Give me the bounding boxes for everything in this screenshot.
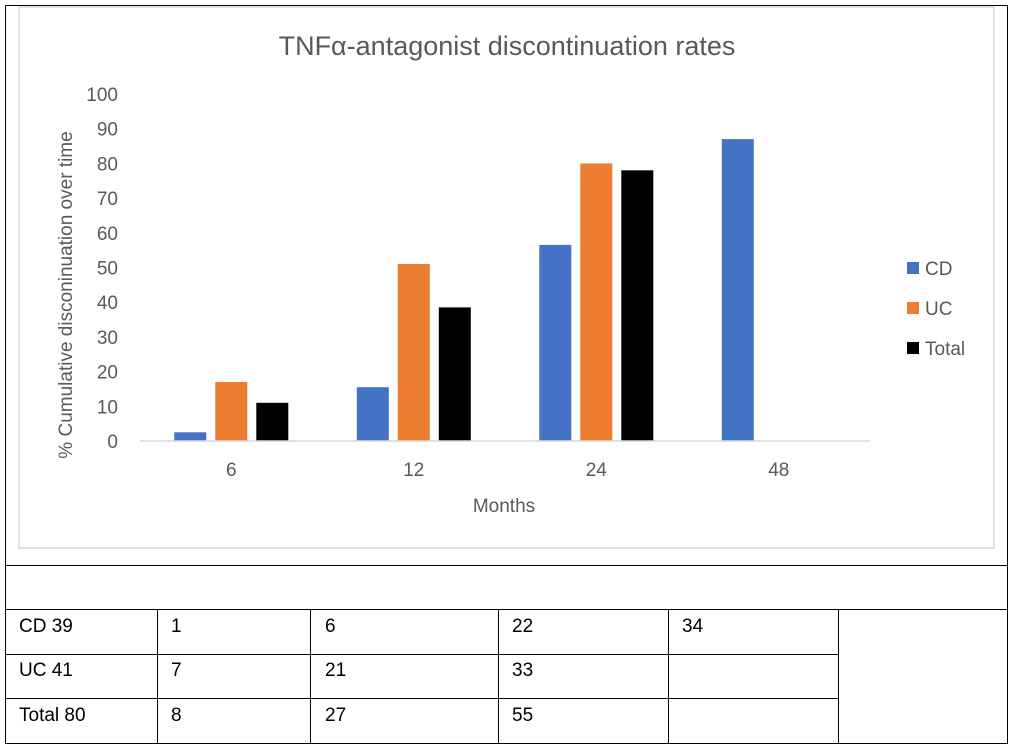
y-tick-label: 30 xyxy=(97,328,118,349)
bars xyxy=(174,139,754,442)
table-cell: 8 xyxy=(171,705,182,726)
table-cell: CD 39 xyxy=(19,616,73,637)
bar-uc-12 xyxy=(397,264,430,441)
table-column-border xyxy=(838,609,839,744)
bar-cd-6 xyxy=(174,432,207,441)
x-tick-labels: 6 12 24 48 xyxy=(226,460,789,481)
x-tick-label: 48 xyxy=(768,460,789,481)
bar-uc-24 xyxy=(580,163,613,441)
chart-title: TNFα-antagonist discontinuation rates xyxy=(279,31,736,61)
table-cell: 55 xyxy=(512,705,534,726)
chart: TNFα-antagonist discontinuation rates % … xyxy=(18,6,995,549)
x-axis-label: Months xyxy=(473,496,535,517)
bar-total-24 xyxy=(621,170,654,442)
table-cell: 21 xyxy=(325,660,347,681)
table-cell: 7 xyxy=(171,660,182,681)
x-tick-label: 12 xyxy=(403,460,424,481)
legend-label-total: Total xyxy=(925,339,965,360)
table-cell: 1 xyxy=(171,616,182,637)
bar-total-12 xyxy=(438,307,471,441)
y-tick-label: 50 xyxy=(97,259,118,280)
legend: CD UC Total xyxy=(907,259,965,360)
table-top-border xyxy=(5,565,1008,566)
y-tick-label: 70 xyxy=(97,189,118,210)
table-cell: 27 xyxy=(325,705,347,726)
figure-frame xyxy=(5,5,1008,744)
y-tick-labels: 0 10 20 30 40 50 60 70 80 90 100 xyxy=(86,85,118,453)
y-tick-label: 60 xyxy=(97,224,118,245)
bar-cd-48 xyxy=(721,139,754,441)
y-tick-label: 80 xyxy=(97,154,118,175)
table-cell: 33 xyxy=(512,660,534,681)
y-axis-label: % Cumulative disconinuation over time xyxy=(56,131,77,458)
table-row-border xyxy=(5,698,838,699)
table-cell: Total 80 xyxy=(19,705,86,726)
bar-cd-24 xyxy=(539,244,572,441)
x-tick-label: 24 xyxy=(586,460,608,481)
legend-label-cd: CD xyxy=(925,259,952,280)
table-cell: 6 xyxy=(325,616,336,637)
legend-label-uc: UC xyxy=(925,299,952,320)
table-column-border xyxy=(157,609,158,744)
legend-swatch-uc xyxy=(907,302,919,314)
legend-swatch-total xyxy=(907,342,919,354)
table-cell: UC 41 xyxy=(19,660,73,681)
chart-area xyxy=(18,6,995,549)
y-tick-label: 0 xyxy=(107,432,118,453)
table-cell: 22 xyxy=(512,616,534,637)
bar-total-6 xyxy=(256,402,289,441)
table-column-border xyxy=(498,609,499,744)
y-tick-label: 90 xyxy=(97,120,118,141)
y-tick-label: 40 xyxy=(97,293,118,314)
bar-uc-6 xyxy=(215,382,248,441)
table-column-border xyxy=(310,609,311,744)
y-tick-label: 100 xyxy=(86,85,118,106)
table-row-border xyxy=(5,654,838,655)
bar-cd-12 xyxy=(356,387,389,441)
x-tick-label: 6 xyxy=(226,460,237,481)
table-header-border xyxy=(5,609,1008,610)
table-column-border xyxy=(668,609,669,744)
y-tick-label: 10 xyxy=(97,397,118,418)
table-cell: 34 xyxy=(682,616,704,637)
y-tick-label: 20 xyxy=(97,363,118,384)
legend-swatch-cd xyxy=(907,262,919,274)
